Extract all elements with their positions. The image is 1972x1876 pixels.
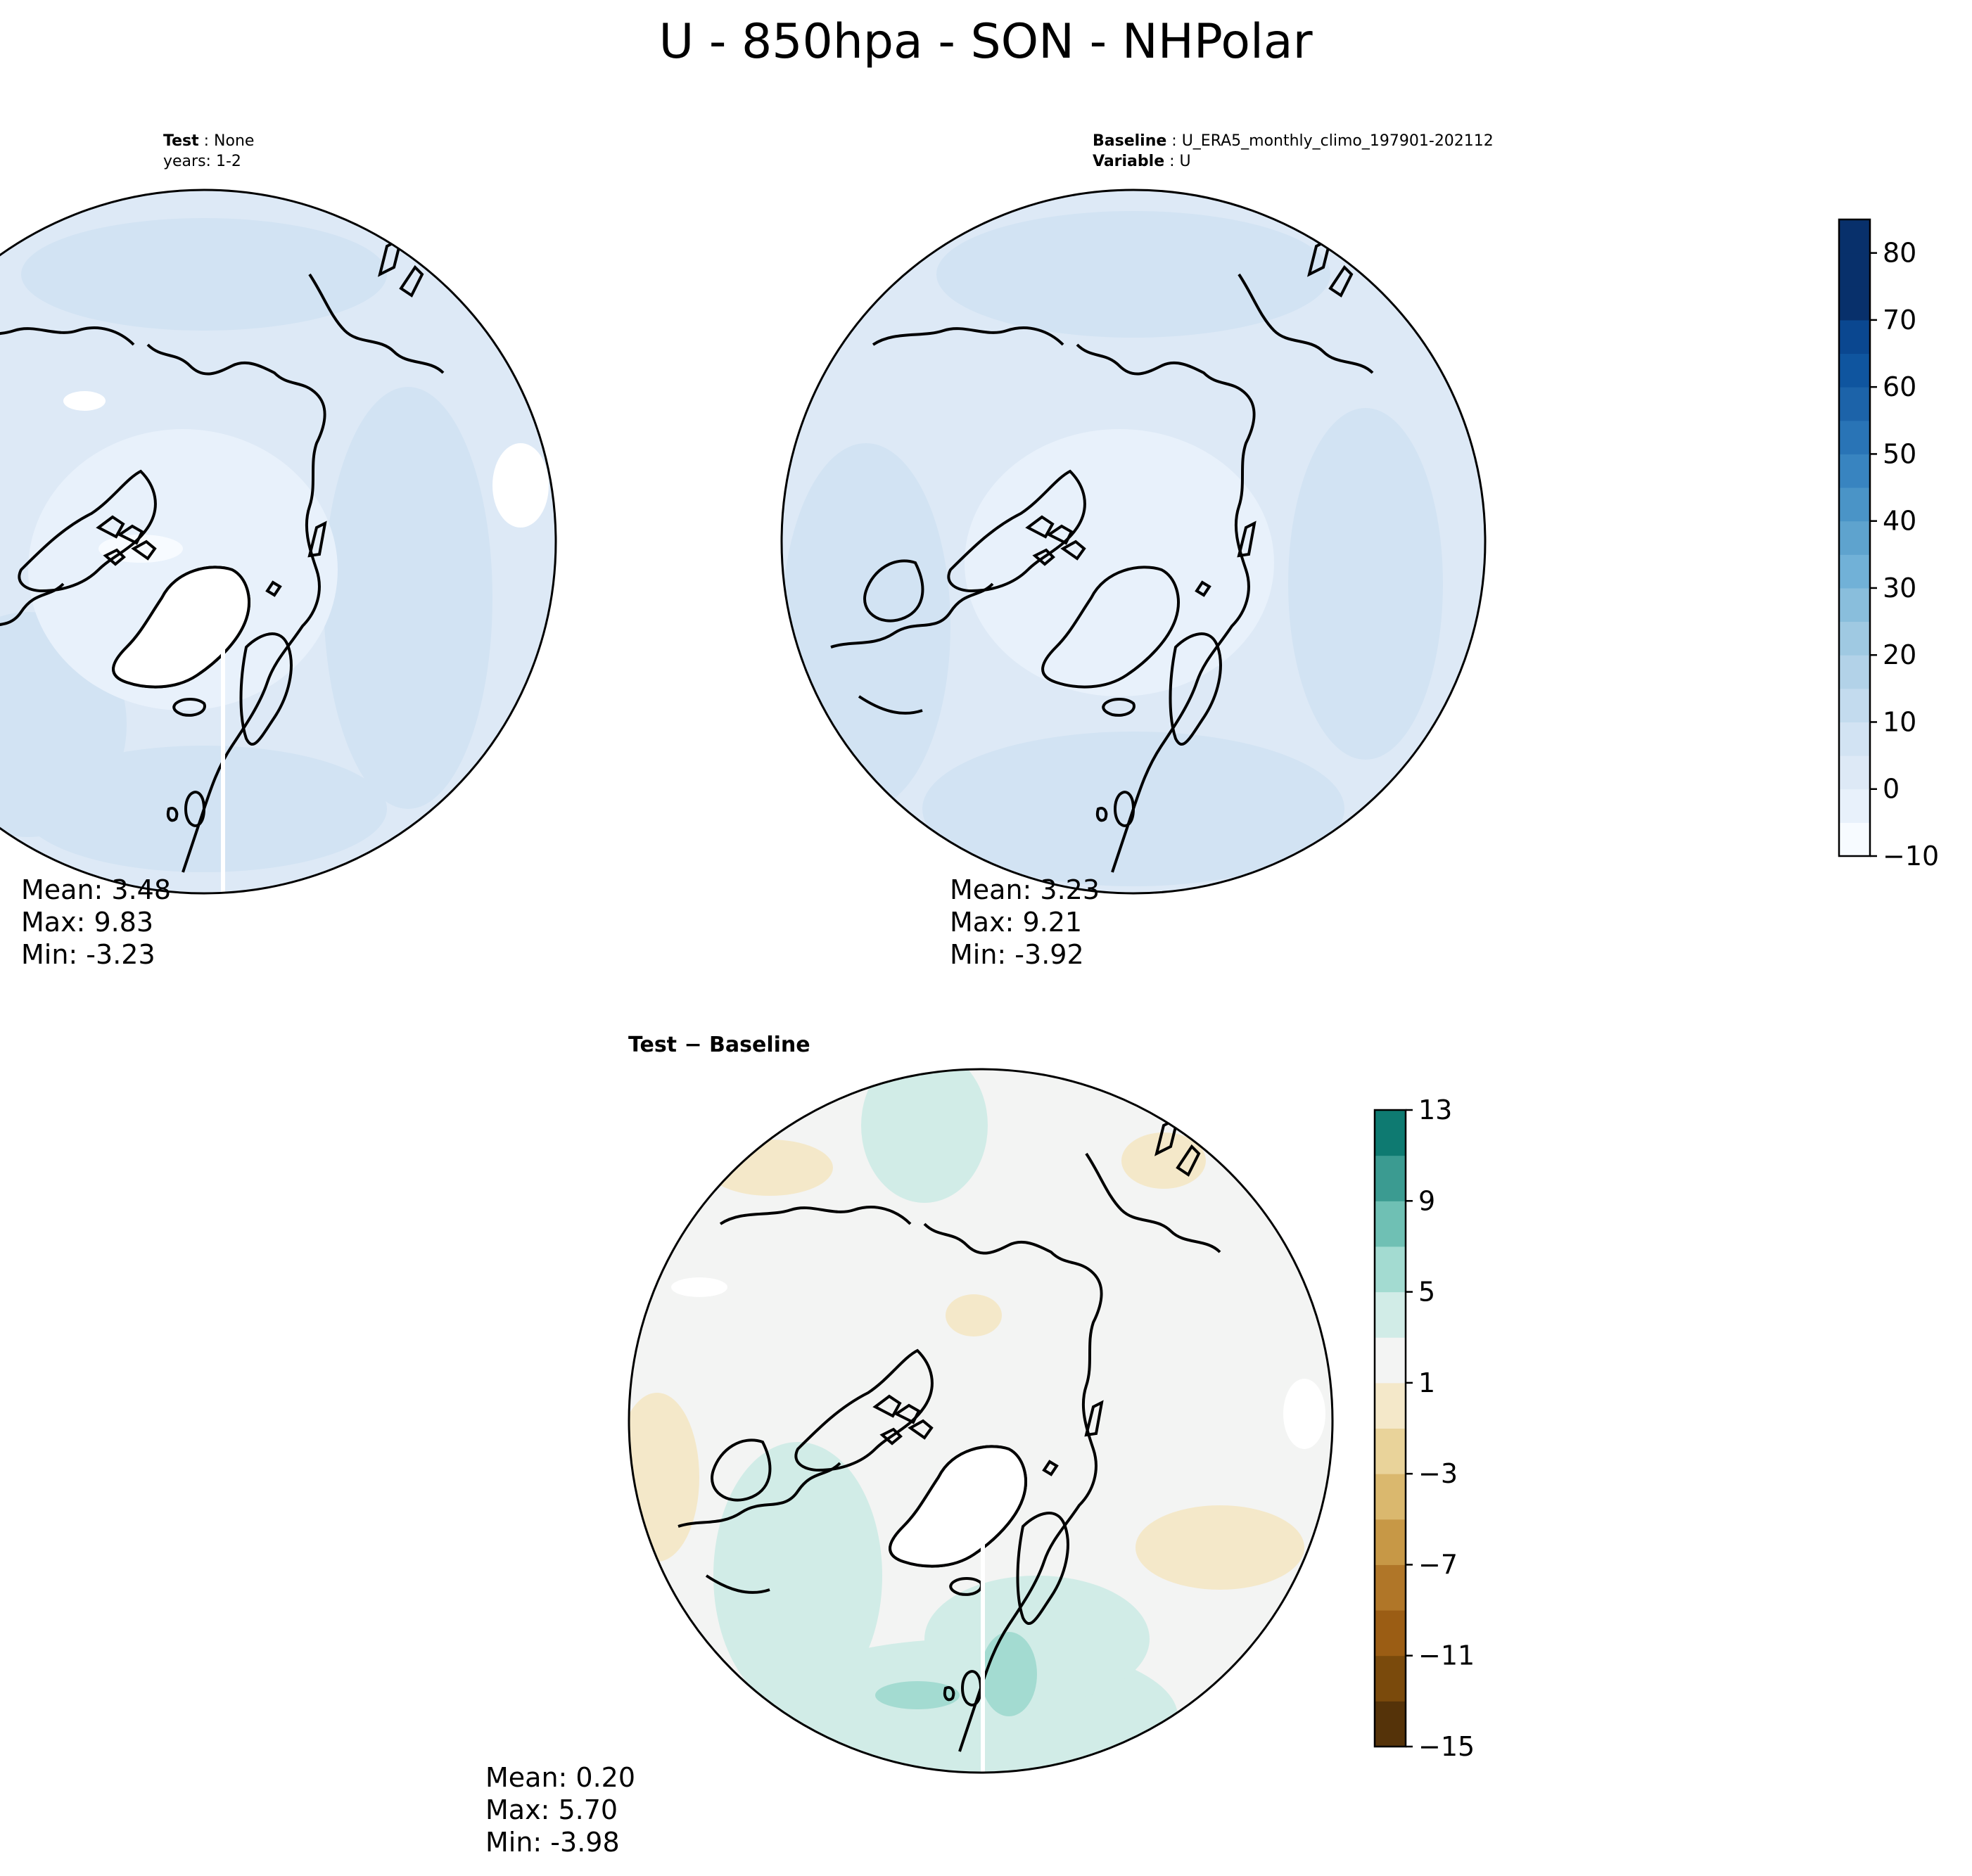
sequential-colorbar-segment — [1839, 521, 1870, 555]
diverging-colorbar-tick-label: 9 — [1418, 1185, 1435, 1216]
diverging-colorbar-tick-label: 1 — [1418, 1367, 1435, 1398]
baseline-label-key: Baseline — [1093, 132, 1166, 150]
difference-map-boundary — [628, 1068, 1334, 1774]
sequential-colorbar-tick-label: −10 — [1883, 841, 1939, 872]
sequential-colorbar-segment — [1839, 387, 1870, 421]
sequential-colorbar-segment — [1839, 755, 1870, 790]
diverging-colorbar-tick-label: −15 — [1418, 1731, 1475, 1762]
baseline-label-sep: : — [1166, 132, 1181, 150]
test-map-boundary — [0, 189, 557, 895]
difference-map — [628, 1068, 1334, 1774]
sequential-colorbar-tick-label: 80 — [1883, 238, 1916, 269]
variable-label-value: U — [1180, 153, 1191, 170]
test-stats-min: Min: -3.23 — [21, 939, 155, 970]
test-label-key: Test — [163, 132, 199, 150]
variable-label-sep: : — [1164, 153, 1179, 170]
baseline-map-boundary — [780, 189, 1487, 895]
diverging-colorbar-segment — [1375, 1474, 1406, 1520]
sequential-colorbar-tick-label: 10 — [1883, 706, 1916, 737]
sequential-colorbar-tick-label: 70 — [1883, 305, 1916, 336]
sequential-colorbar-segment — [1839, 420, 1870, 454]
sequential-colorbar-segment — [1839, 487, 1870, 522]
sequential-colorbar-frame — [1838, 218, 1871, 857]
baseline-stats-mean: Mean: 3.23 — [950, 874, 1100, 905]
sequential-colorbar-segment — [1839, 353, 1870, 388]
diverging-colorbar-tick-label: −11 — [1418, 1640, 1475, 1671]
sequential-colorbar-segment — [1839, 587, 1870, 623]
sequential-colorbar-tick-label: 50 — [1883, 438, 1916, 469]
diverging-colorbar-segment — [1375, 1110, 1406, 1156]
diverging-colorbar-segment — [1375, 1382, 1406, 1429]
difference-stats-min: Min: -3.98 — [485, 1827, 620, 1858]
diverging-colorbar-segment — [1375, 1291, 1406, 1338]
diverging-colorbar-segment — [1375, 1564, 1406, 1611]
svg-text:Baseline : U_ERA5_monthly_clim: Baseline : U_ERA5_monthly_climo_197901-2… — [1093, 132, 1494, 150]
sequential-colorbar-segment — [1839, 655, 1870, 689]
sequential-colorbar-segment — [1839, 688, 1870, 722]
diverging-colorbar-segment — [1375, 1655, 1406, 1702]
sequential-colorbar-segment — [1839, 319, 1870, 355]
svg-text:Variable : U: Variable : U — [1093, 153, 1191, 170]
test-stats-mean: Mean: 3.48 — [21, 874, 171, 905]
diverging-colorbar-segment — [1375, 1201, 1406, 1247]
figure-title: U - 850hpa - SON - NHPolar — [659, 14, 1312, 70]
panel-test: Test : None years: 1-2 — [0, 132, 557, 970]
diverging-colorbar-tick-label: −7 — [1418, 1549, 1458, 1580]
diverging-colorbar-segment — [1375, 1519, 1406, 1565]
sequential-colorbar-segment — [1839, 253, 1870, 287]
sequential-colorbar-segment — [1839, 219, 1870, 254]
panel-baseline: Baseline : U_ERA5_monthly_climo_197901-2… — [780, 132, 1939, 970]
svg-text:Test : None: Test : None — [163, 132, 254, 150]
sequential-colorbar-tick-label: 0 — [1883, 774, 1900, 805]
diverging-colorbar: −15 −11 −7 −3 1 5 9 13 — [1373, 1095, 1475, 1762]
sequential-colorbar-segment — [1839, 621, 1870, 656]
sequential-colorbar-segment — [1839, 554, 1870, 589]
test-years-label: years: 1-2 — [163, 153, 241, 170]
panel-difference: Test − Baseline — [485, 1033, 1475, 1858]
diverging-colorbar-segment — [1375, 1155, 1406, 1201]
sequential-colorbar-segment — [1839, 822, 1870, 857]
diverging-colorbar-segment — [1375, 1337, 1406, 1384]
test-map — [0, 189, 557, 895]
variable-label-key: Variable — [1093, 153, 1164, 170]
difference-title: Test − Baseline — [628, 1033, 810, 1057]
difference-stats-mean: Mean: 0.20 — [485, 1762, 635, 1793]
diverging-colorbar-segment — [1375, 1246, 1406, 1293]
difference-stats-max: Max: 5.70 — [485, 1794, 618, 1825]
sequential-colorbar-segment — [1839, 286, 1870, 321]
diverging-colorbar-segment — [1375, 1701, 1406, 1747]
baseline-stats-max: Max: 9.21 — [950, 907, 1082, 938]
diverging-colorbar-segment — [1375, 1428, 1406, 1474]
diverging-colorbar-tick-label: 5 — [1418, 1277, 1435, 1308]
sequential-colorbar-segment — [1839, 789, 1870, 823]
diverging-colorbar-segment — [1375, 1610, 1406, 1657]
test-label-sep: : — [199, 132, 214, 150]
test-stats-max: Max: 9.83 — [21, 907, 153, 938]
test-label-value: None — [214, 132, 254, 150]
diverging-colorbar-frame — [1373, 1109, 1407, 1748]
sequential-colorbar: −10 0 10 20 30 40 50 60 70 80 — [1838, 218, 1939, 872]
baseline-map — [780, 189, 1487, 895]
sequential-colorbar-tick-label: 20 — [1883, 639, 1916, 670]
baseline-label-value: U_ERA5_monthly_climo_197901-202112 — [1182, 132, 1494, 150]
sequential-colorbar-tick-label: 40 — [1883, 506, 1916, 537]
sequential-colorbar-tick-label: 60 — [1883, 371, 1916, 402]
sequential-colorbar-segment — [1839, 454, 1870, 488]
sequential-colorbar-segment — [1839, 722, 1870, 756]
baseline-stats-min: Min: -3.92 — [950, 939, 1084, 970]
diverging-colorbar-tick-label: 13 — [1418, 1095, 1452, 1125]
sequential-colorbar-tick-label: 30 — [1883, 573, 1916, 604]
diverging-colorbar-tick-label: −3 — [1418, 1458, 1458, 1489]
